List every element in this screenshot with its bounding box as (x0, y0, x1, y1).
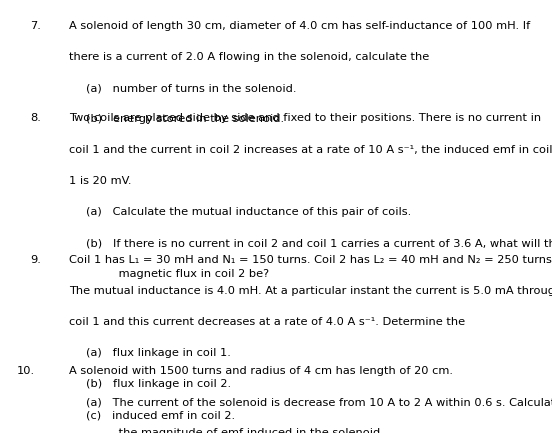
Text: 9.: 9. (30, 255, 41, 265)
Text: A solenoid of length 30 cm, diameter of 4.0 cm has self-inductance of 100 mH. If: A solenoid of length 30 cm, diameter of … (69, 21, 530, 31)
Text: (a)   The current of the solenoid is decrease from 10 A to 2 A within 0.6 s. Cal: (a) The current of the solenoid is decre… (86, 397, 552, 407)
Text: Two coils are placed side by side and fixed to their positions. There is no curr: Two coils are placed side by side and fi… (69, 113, 541, 123)
Text: coil 1 and the current in coil 2 increases at a rate of 10 A s⁻¹, the induced em: coil 1 and the current in coil 2 increas… (69, 145, 552, 155)
Text: 7.: 7. (30, 21, 41, 31)
Text: (b)   If there is no current in coil 2 and coil 1 carries a current of 3.6 A, wh: (b) If there is no current in coil 2 and… (86, 238, 552, 248)
Text: (a)   Calculate the mutual inductance of this pair of coils.: (a) Calculate the mutual inductance of t… (86, 207, 411, 217)
Text: A solenoid with 1500 turns and radius of 4 cm has length of 20 cm.: A solenoid with 1500 turns and radius of… (69, 366, 453, 376)
Text: (a)   flux linkage in coil 1.: (a) flux linkage in coil 1. (86, 348, 230, 358)
Text: The mutual inductance is 4.0 mH. At a particular instant the current is 5.0 mA t: The mutual inductance is 4.0 mH. At a pa… (69, 286, 552, 296)
Text: (a)   number of turns in the solenoid.: (a) number of turns in the solenoid. (86, 83, 296, 93)
Text: (c)   induced emf in coil 2.: (c) induced emf in coil 2. (86, 410, 235, 420)
Text: the magnitude of emf induced in the solenoid.: the magnitude of emf induced in the sole… (86, 428, 384, 433)
Text: 10.: 10. (17, 366, 35, 376)
Text: magnetic flux in coil 2 be?: magnetic flux in coil 2 be? (86, 269, 269, 279)
Text: there is a current of 2.0 A flowing in the solenoid, calculate the: there is a current of 2.0 A flowing in t… (69, 52, 429, 62)
Text: coil 1 and this current decreases at a rate of 4.0 A s⁻¹. Determine the: coil 1 and this current decreases at a r… (69, 317, 465, 327)
Text: 8.: 8. (30, 113, 41, 123)
Text: 1 is 20 mV.: 1 is 20 mV. (69, 176, 131, 186)
Text: (b)   flux linkage in coil 2.: (b) flux linkage in coil 2. (86, 379, 231, 389)
Text: (b)   energy stored in the solenoid.: (b) energy stored in the solenoid. (86, 114, 284, 124)
Text: Coil 1 has L₁ = 30 mH and N₁ = 150 turns. Coil 2 has L₂ = 40 mH and N₂ = 250 tur: Coil 1 has L₁ = 30 mH and N₁ = 150 turns… (69, 255, 552, 265)
